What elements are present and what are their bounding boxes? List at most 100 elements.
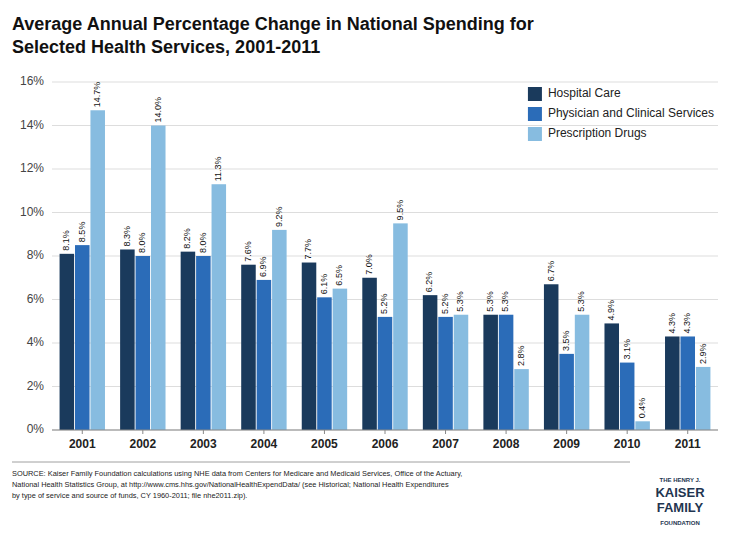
x-tick-label: 2008 (493, 437, 520, 451)
legend-swatch (528, 87, 542, 101)
x-tick (142, 430, 143, 434)
y-tick-label: 10% (20, 205, 44, 219)
title-line: Average Annual Percentage Change in Nati… (12, 14, 534, 34)
legend-swatch (528, 107, 542, 121)
data-label: 9.2% (274, 206, 284, 227)
data-label: 14.0% (153, 97, 163, 123)
x-tick-label: 2001 (69, 437, 96, 451)
data-labels: 8.1%8.3%8.2%7.6%7.7%7.0%6.2%5.3%6.7%4.9%… (61, 82, 707, 419)
logo-text: FOUNDATION (660, 520, 700, 526)
legend-swatch (528, 127, 542, 141)
bar (696, 367, 711, 430)
bar (196, 256, 211, 430)
x-tick-label: 2004 (251, 437, 278, 451)
bar (212, 184, 227, 430)
source: SOURCE: Kaiser Family Foundation calcula… (12, 469, 462, 500)
bar (272, 230, 287, 430)
bar (514, 369, 529, 430)
source-line: by type of service and source of funds, … (12, 491, 247, 500)
data-label: 8.2% (182, 228, 192, 249)
x-tick-label: 2006 (372, 437, 399, 451)
x-tick (324, 430, 325, 434)
x-tick (687, 430, 688, 434)
data-label: 7.7% (303, 239, 313, 260)
bar (604, 323, 619, 430)
data-label: 6.2% (424, 272, 434, 293)
x-tick-label: 2003 (190, 437, 217, 451)
data-label: 5.2% (440, 293, 450, 314)
bar (393, 223, 408, 430)
bar (438, 317, 453, 430)
bar (620, 363, 635, 430)
title-line: Selected Health Services, 2001-2011 (12, 37, 320, 57)
separator (12, 462, 630, 463)
bar (499, 315, 514, 430)
bar (575, 315, 590, 430)
title: Average Annual Percentage Change in Nati… (12, 14, 534, 57)
data-label: 2.9% (698, 343, 708, 364)
bar (181, 252, 196, 430)
source-line: National Health Statistics Group, at htt… (12, 480, 449, 489)
logo: THE HENRY J.KAISERFAMILYFOUNDATION (655, 477, 705, 526)
source-line: SOURCE: Kaiser Family Foundation calcula… (12, 469, 462, 478)
x-tick (627, 430, 628, 434)
bar (241, 265, 256, 430)
logo-text: THE HENRY J. (659, 477, 700, 483)
bar (378, 317, 393, 430)
bar (483, 315, 498, 430)
data-label: 8.0% (137, 232, 147, 253)
data-label: 5.3% (500, 291, 510, 312)
bar (559, 354, 574, 430)
x-tick-label: 2007 (432, 437, 459, 451)
legend: Hospital Care Physician and Clinical Serv… (528, 86, 714, 141)
data-label: 8.0% (198, 232, 208, 253)
data-label: 5.3% (576, 291, 586, 312)
chart: Average Annual Percentage Change in Nati… (0, 0, 735, 551)
data-label: 9.5% (395, 200, 405, 221)
x-tick-label: 2010 (614, 437, 641, 451)
y-tick-label: 16% (20, 74, 44, 88)
data-label: 14.7% (92, 82, 102, 108)
y-tick-label: 6% (27, 292, 45, 306)
bars (60, 110, 711, 430)
y-tick-label: 8% (27, 248, 45, 262)
x-tick-label: 2009 (553, 437, 580, 451)
y-tick-label: 14% (20, 118, 44, 132)
data-label: 4.3% (682, 313, 692, 334)
y-tick-label: 4% (27, 335, 45, 349)
bar (333, 289, 348, 430)
bar (120, 249, 135, 430)
x-tick (385, 430, 386, 434)
data-label: 11.3% (213, 156, 223, 181)
data-label: 8.1% (61, 230, 71, 251)
bar (151, 126, 166, 431)
x-tick (82, 430, 83, 434)
bar (136, 256, 151, 430)
data-label: 6.9% (258, 256, 268, 277)
data-label: 6.7% (546, 261, 556, 282)
legend-label: Physician and Clinical Services (548, 106, 714, 120)
bar (90, 110, 105, 430)
x-tick (263, 430, 264, 434)
bar (302, 263, 317, 430)
data-label: 4.9% (606, 300, 616, 321)
x-tick-label: 2005 (311, 437, 338, 451)
data-label: 5.3% (485, 291, 495, 312)
y-tick-label: 2% (27, 379, 45, 393)
logo-text: FAMILY (657, 500, 704, 515)
bar (75, 245, 90, 430)
x-tick (566, 430, 567, 434)
bar (362, 278, 377, 430)
bar (60, 254, 75, 430)
legend-label: Prescription Drugs (548, 126, 647, 140)
grid-line (52, 82, 718, 83)
data-label: 5.3% (455, 291, 465, 312)
x-tick (445, 430, 446, 434)
x-tick (203, 430, 204, 434)
data-label: 2.8% (516, 346, 526, 367)
data-label: 5.2% (379, 293, 389, 314)
data-label: 7.0% (364, 254, 374, 275)
legend-label: Hospital Care (548, 86, 621, 100)
x-tick-label: 2011 (675, 437, 701, 451)
data-label: 8.5% (77, 222, 87, 243)
